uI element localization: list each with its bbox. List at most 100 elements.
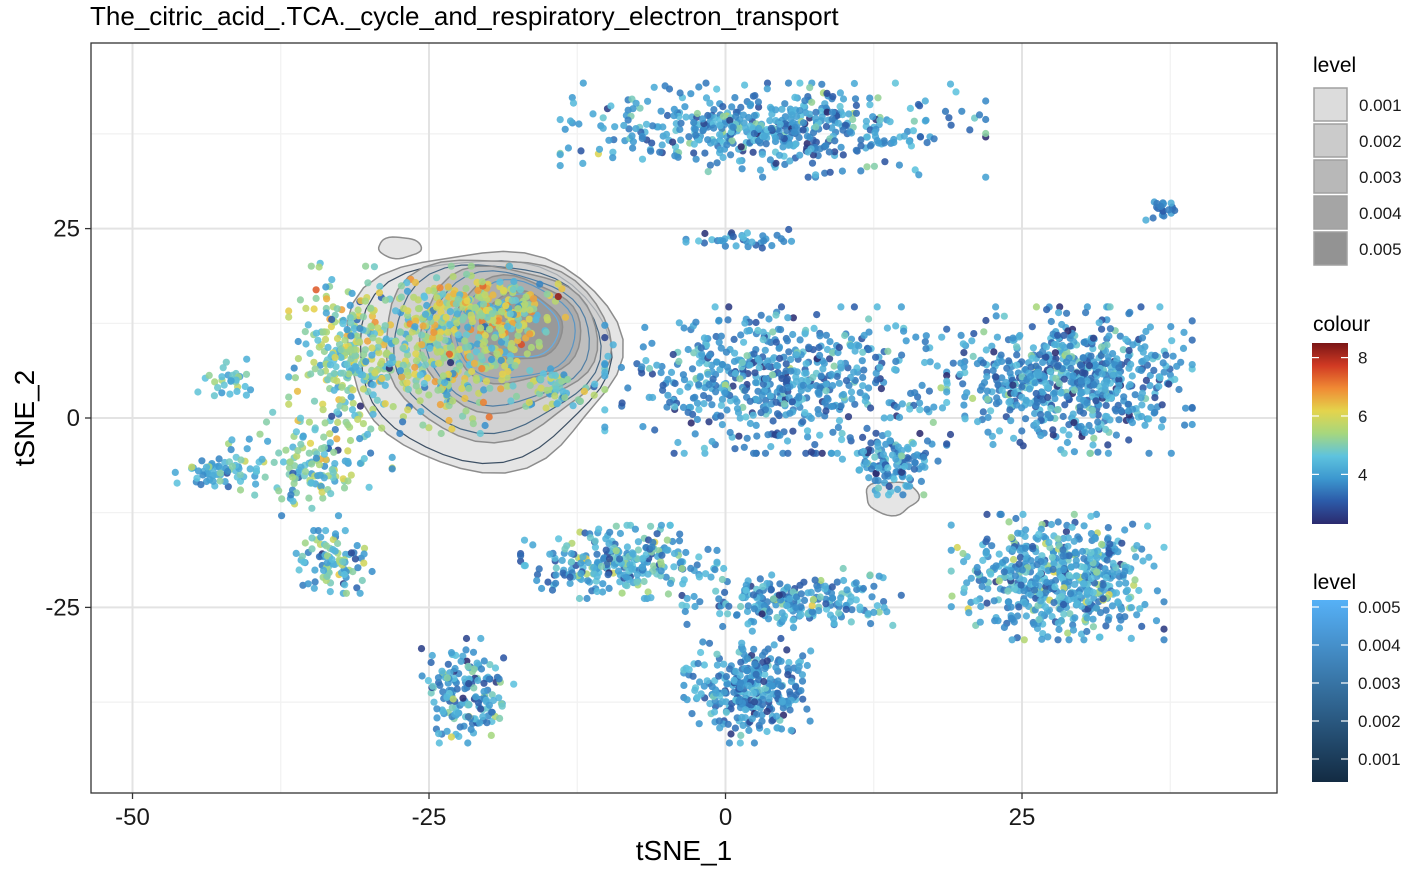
data-point [1057,593,1066,601]
data-point [501,362,509,370]
data-point [209,477,217,485]
x-tick-label: 25 [1009,804,1036,831]
data-point [900,132,908,140]
data-point [403,287,412,295]
data-point [909,127,918,135]
data-point [1089,623,1097,631]
data-point [328,276,336,284]
data-point [839,95,848,103]
data-point [328,315,336,324]
data-point [880,137,888,145]
data-point [663,536,671,544]
data-point [764,362,773,371]
data-point [829,428,837,436]
data-point [787,367,795,375]
data-point [680,324,688,332]
data-point [216,477,224,485]
data-point [1076,407,1084,415]
data-point [807,588,815,597]
data-point [1077,377,1085,385]
data-point [236,486,245,494]
data-point [617,363,626,372]
data-point [838,167,847,175]
data-point [764,615,773,623]
data-point [987,407,995,415]
data-point [498,702,506,710]
data-point [875,464,883,472]
data-point [688,710,696,718]
data-point [847,388,856,396]
data-point [828,349,837,357]
data-point [375,289,384,297]
data-point [783,337,792,345]
data-point [918,381,926,389]
data-point [314,336,322,344]
data-point [1021,532,1029,541]
legend-level-fill-label: 0.004 [1358,636,1401,655]
data-point [732,242,740,250]
data-point [997,351,1005,359]
data-point [929,418,937,426]
data-point [830,615,838,623]
data-point [1123,586,1131,594]
data-point [856,466,864,474]
data-point [741,124,750,132]
data-point [1115,370,1123,378]
data-point [568,94,576,102]
data-point [990,348,998,356]
data-point [354,564,362,572]
data-point [1058,341,1066,349]
data-point [941,107,950,115]
data-point [1049,426,1057,434]
data-point [304,580,312,588]
data-point [689,672,697,680]
data-point [437,429,445,438]
data-point [644,570,652,578]
data-point [725,602,733,610]
data-point [780,615,788,623]
data-point [949,359,957,367]
data-point [1020,587,1028,595]
data-point [1045,538,1053,547]
data-point [478,365,486,373]
data-point [1019,442,1027,450]
data-point [624,384,632,392]
data-point [1157,202,1165,210]
data-point [411,363,419,371]
data-point [1160,598,1168,606]
data-point [568,558,576,566]
data-point [1138,622,1146,631]
data-point [743,229,752,237]
data-point [347,549,355,557]
data-point [1171,375,1179,383]
data-point [779,385,787,394]
data-point [818,449,826,457]
data-point [356,589,364,597]
data-point [1021,600,1029,608]
data-point [947,121,955,129]
data-point [724,720,732,728]
data-point [758,150,767,158]
data-point [760,677,768,686]
data-point [1035,615,1043,624]
data-point [376,282,384,291]
data-point [428,651,436,660]
data-point [354,306,362,314]
data-point [863,424,871,432]
data-point [463,270,471,278]
data-point [411,323,419,331]
data-point [670,449,678,457]
data-point [349,568,357,576]
data-point [1070,386,1078,394]
data-point [1056,303,1064,311]
data-point [783,437,792,445]
data-point [880,598,888,606]
data-point [867,404,875,412]
data-point [741,386,749,395]
data-point [892,322,900,330]
data-point [1162,351,1170,359]
data-point [1028,323,1036,331]
data-point [778,374,786,383]
data-point [644,97,652,105]
data-point [289,443,297,451]
